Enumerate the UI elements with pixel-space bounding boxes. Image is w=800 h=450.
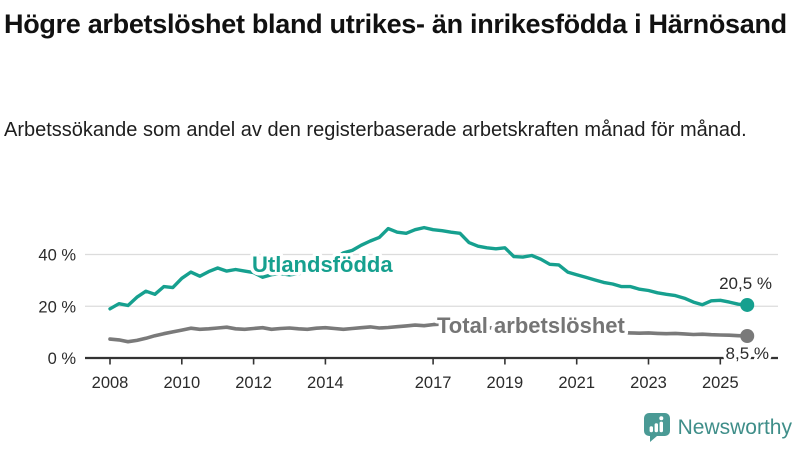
x-tick-label: 2025 [702,374,739,392]
series-line-utlandsfodda [108,225,749,311]
end-dot-total [740,329,755,344]
x-tick-label: 2019 [487,374,524,392]
brand-name: Newsworthy [677,416,792,439]
series-label-total: Total arbetslöshet [437,313,626,338]
series-label-utlandsfodda: Utlandsfödda [252,252,393,277]
y-tick-label: 0 % [48,350,77,368]
x-tick-label: 2023 [630,374,667,392]
series-line-total [108,322,749,344]
end-value-label-total: 8,5 % [726,344,769,363]
x-tick-label: 2010 [163,374,200,392]
y-tick-label: 40 % [38,247,76,265]
end-dot-utlandsfodda [740,297,755,312]
x-tick-label: 2021 [558,374,595,392]
page-title: Högre arbetslöshet bland utrikes- än inr… [4,9,787,39]
chart-canvas: Utlandsfödda Total arbetslöshet 20,5 % 8,5 … [38,225,778,392]
x-tick-label: 2017 [415,374,452,392]
end-value-label-utlandsfodda: 20,5 % [719,274,772,293]
newsworthy-bubble-icon [643,413,670,442]
y-tick-label: 20 % [38,298,76,316]
page-subtitle: Arbetssökande som andel av den registerb… [4,119,747,141]
x-tick-label: 2008 [92,374,129,392]
x-tick-label: 2012 [235,374,272,392]
unemployment-line-chart: Utlandsfödda Total arbetslöshet 20,5 % 8,5 … [0,196,800,400]
newsworthy-logo[interactable]: Newsworthy [643,412,792,444]
x-tick-label: 2014 [307,374,344,392]
